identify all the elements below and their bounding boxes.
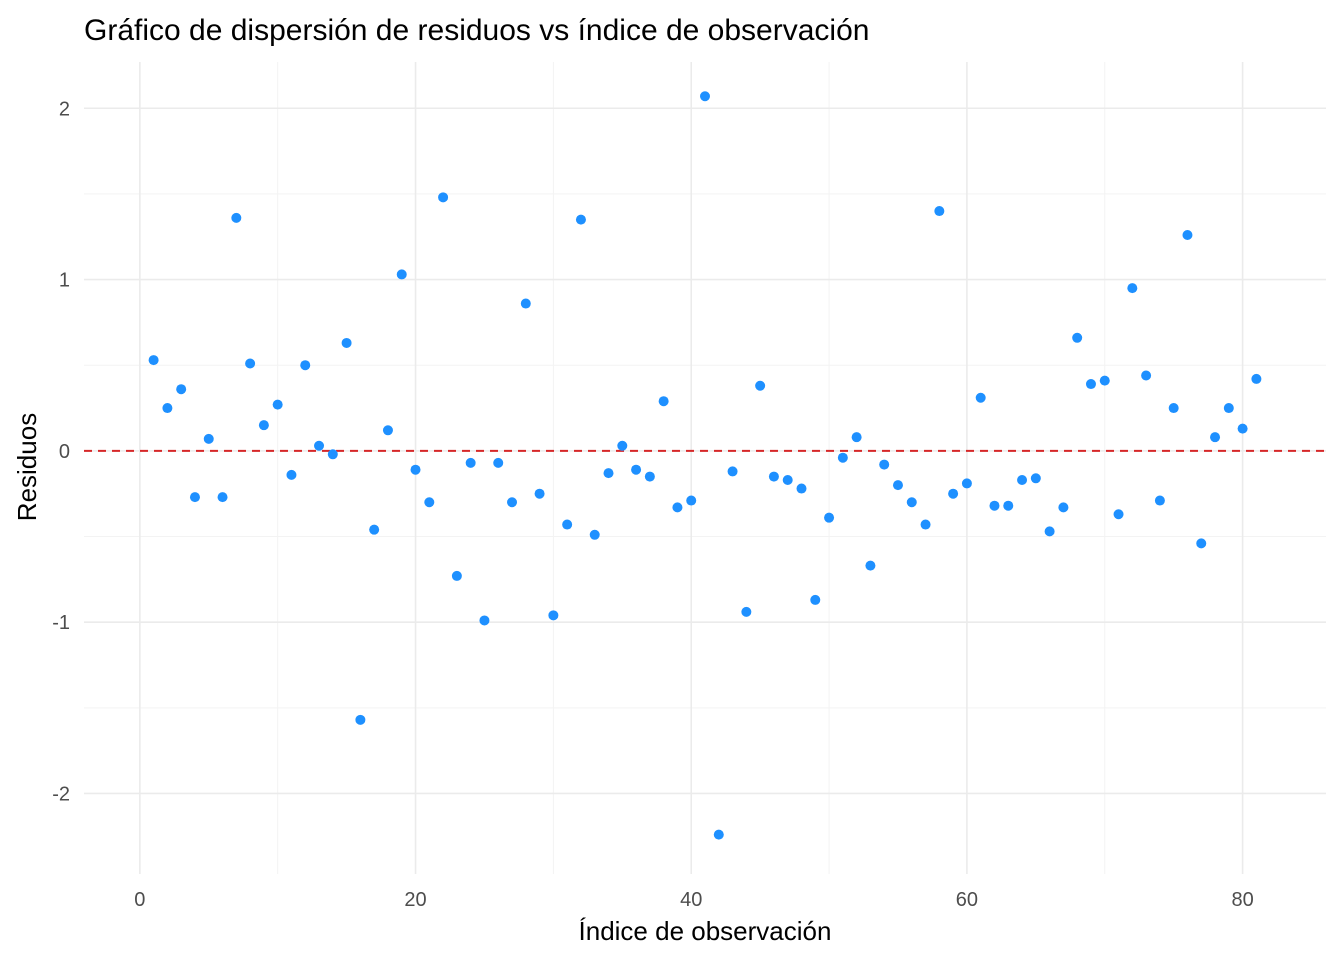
data-point [713, 829, 724, 840]
grid-lines [84, 62, 1326, 874]
data-point [327, 449, 338, 460]
data-point [727, 466, 738, 477]
data-point [1030, 473, 1041, 484]
data-point [1196, 538, 1207, 549]
data-point [286, 469, 297, 480]
data-point [755, 380, 766, 391]
data-point [865, 560, 876, 571]
data-point [920, 519, 931, 530]
x-tick-label: 40 [680, 889, 702, 911]
data-point [644, 471, 655, 482]
data-point [148, 355, 159, 366]
data-point [410, 464, 421, 475]
data-point [231, 212, 242, 223]
data-point [176, 384, 187, 395]
data-point [934, 206, 945, 217]
data-point [1168, 403, 1179, 414]
data-point [824, 512, 835, 523]
y-tick-label: 0 [59, 441, 70, 463]
data-point [1223, 403, 1234, 414]
data-point [548, 610, 559, 621]
data-point [672, 502, 683, 513]
data-point [562, 519, 573, 530]
data-point [438, 192, 449, 203]
data-point [989, 500, 1000, 511]
data-point [1154, 495, 1165, 506]
data-point [1017, 474, 1028, 485]
y-tick-labels: -2 -1 0 1 2 [52, 98, 70, 805]
data-point [1182, 230, 1193, 241]
data-point [355, 714, 366, 725]
data-point [1251, 373, 1262, 384]
data-point [1099, 375, 1110, 386]
data-point [1085, 379, 1096, 390]
data-point [1210, 432, 1221, 443]
data-point [1237, 423, 1248, 434]
data-point [217, 492, 228, 503]
data-point [162, 403, 173, 414]
data-point [1113, 509, 1124, 520]
data-point [892, 480, 903, 491]
y-axis-label: Residuos [12, 413, 42, 521]
data-point [451, 570, 462, 581]
data-point [686, 495, 697, 506]
data-point [768, 471, 779, 482]
data-point [272, 399, 283, 410]
data-point [879, 459, 890, 470]
x-tick-label: 60 [956, 889, 978, 911]
data-point [520, 298, 531, 309]
data-point [948, 488, 959, 499]
data-point [189, 492, 200, 503]
data-point [493, 457, 504, 468]
data-point [479, 615, 490, 626]
data-point [341, 337, 352, 348]
data-point [1127, 283, 1138, 294]
data-point [810, 594, 821, 605]
x-tick-label: 20 [404, 889, 426, 911]
x-tick-label: 80 [1231, 889, 1253, 911]
data-point [975, 392, 986, 403]
data-point [396, 269, 407, 280]
data-point [1003, 500, 1014, 511]
data-point [424, 497, 435, 508]
data-point [796, 483, 807, 494]
x-axis-label: Índice de observación [579, 916, 832, 946]
y-tick-label: -2 [52, 783, 70, 805]
data-point [589, 529, 600, 540]
data-point [1058, 502, 1069, 513]
data-point [631, 464, 642, 475]
data-point [851, 432, 862, 443]
y-tick-label: 1 [59, 270, 70, 292]
data-point [741, 606, 752, 617]
chart-title: Gráfico de dispersión de residuos vs índ… [84, 14, 869, 47]
data-point [465, 457, 476, 468]
data-point [203, 433, 214, 444]
y-tick-label: 2 [59, 98, 70, 120]
data-point [575, 214, 586, 225]
data-point [961, 478, 972, 489]
data-points [148, 91, 1262, 840]
data-point [1141, 370, 1152, 381]
data-point [837, 452, 848, 463]
data-point [906, 497, 917, 508]
x-tick-labels: 0 20 40 60 80 [134, 889, 1253, 911]
y-tick-label: -1 [52, 612, 70, 634]
data-point [782, 474, 793, 485]
data-point [369, 524, 380, 535]
data-point [507, 497, 518, 508]
data-point [534, 488, 545, 499]
data-point [700, 91, 710, 102]
data-point [314, 440, 325, 451]
x-tick-label: 0 [134, 889, 145, 911]
data-point [258, 420, 269, 431]
data-point [617, 440, 628, 451]
data-point [603, 468, 614, 479]
data-point [1072, 332, 1083, 343]
data-point [382, 425, 393, 436]
data-point [1044, 526, 1055, 537]
data-point [658, 396, 669, 407]
data-point [245, 358, 256, 369]
data-point [300, 360, 311, 371]
